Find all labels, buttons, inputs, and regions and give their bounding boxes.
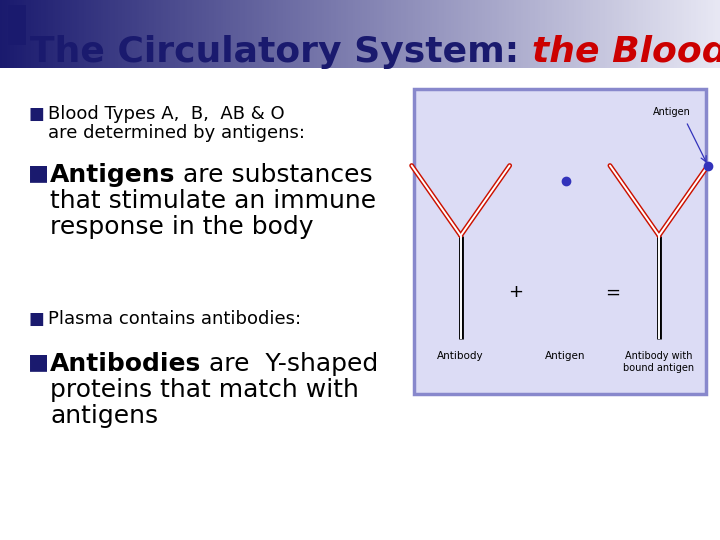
- Text: antigens: antigens: [50, 404, 158, 428]
- Text: =: =: [605, 284, 620, 301]
- Text: Plasma contains antibodies:: Plasma contains antibodies:: [48, 310, 301, 328]
- Bar: [8, 5, 26, 45]
- Text: that stimulate an immune: that stimulate an immune: [50, 189, 376, 213]
- Text: ■: ■: [28, 310, 44, 328]
- Text: ■: ■: [28, 163, 49, 183]
- Text: The Circulatory System:: The Circulatory System:: [30, 35, 532, 69]
- Text: the Blood: the Blood: [532, 35, 720, 69]
- Bar: [414, 89, 706, 394]
- Text: proteins that match with: proteins that match with: [50, 378, 359, 402]
- Text: Antibodies: Antibodies: [50, 352, 202, 376]
- Text: are  Y-shaped: are Y-shaped: [202, 352, 379, 376]
- Text: Antigen: Antigen: [545, 352, 586, 361]
- Text: are substances: are substances: [176, 163, 373, 187]
- Text: Antigens: Antigens: [50, 163, 176, 187]
- Text: ■: ■: [28, 105, 44, 123]
- Text: are determined by antigens:: are determined by antigens:: [48, 124, 305, 142]
- Bar: [0, 68, 720, 540]
- Text: Blood Types A,  B,  AB & O: Blood Types A, B, AB & O: [48, 105, 284, 123]
- Text: Antibody: Antibody: [437, 352, 484, 361]
- Text: Antigen: Antigen: [653, 107, 691, 117]
- Text: response in the body: response in the body: [50, 215, 313, 239]
- Text: ■: ■: [28, 352, 49, 372]
- Text: +: +: [508, 284, 523, 301]
- Text: Antibody with
bound antigen: Antibody with bound antigen: [624, 352, 695, 373]
